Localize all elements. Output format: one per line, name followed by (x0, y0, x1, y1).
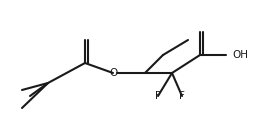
Text: F: F (179, 91, 185, 101)
Text: O: O (109, 68, 117, 78)
Text: F: F (155, 91, 161, 101)
Text: OH: OH (232, 50, 248, 60)
